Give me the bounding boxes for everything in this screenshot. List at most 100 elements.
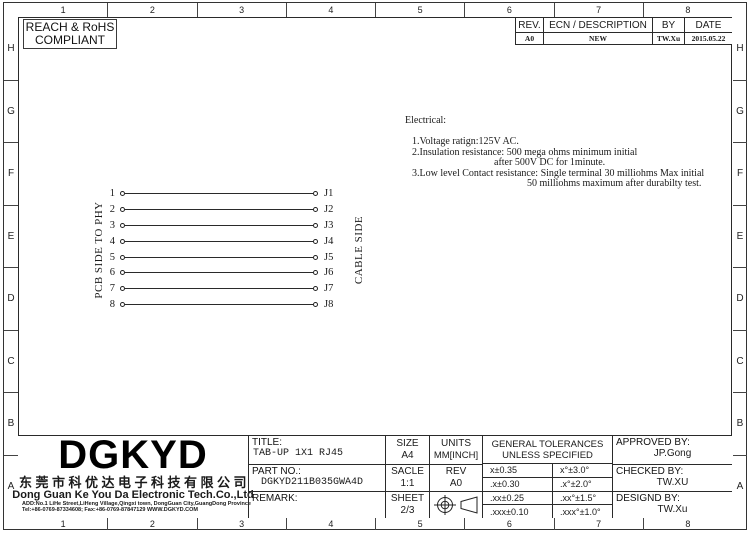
note-line: 1.Voltage ratign:125V AC. xyxy=(412,136,519,147)
connector-label: J6 xyxy=(324,266,334,278)
title-column: TITLE: TAB-UP 1X1 RJ45 PART NO.: DGKYD21… xyxy=(248,436,385,518)
solder-point-icon xyxy=(313,238,318,244)
zone-label: 7 xyxy=(555,3,644,17)
pin-number: 6 xyxy=(109,266,115,278)
third-angle-projection-icon xyxy=(430,492,482,518)
zone-label: 3 xyxy=(198,518,287,530)
company-name-cn: 东莞市科优达电子科技有限公司 xyxy=(19,475,251,490)
note-line: 3.Low level Contact resistance: Single t… xyxy=(412,167,705,179)
zone-label: F xyxy=(733,143,747,206)
wiring-row: 3 J3 xyxy=(100,219,334,231)
tolerance-row: .x±0.30 .x°±2.0° xyxy=(483,476,612,491)
date-header-cell: DATE xyxy=(695,19,722,31)
pin-number: 5 xyxy=(109,251,115,263)
solder-point-icon xyxy=(120,254,125,260)
connector-label: J1 xyxy=(324,187,334,199)
remark-label: REMARK: xyxy=(252,493,298,504)
tolerance-angular: .xx°±1.5° xyxy=(552,491,612,505)
zone-label: G xyxy=(733,81,747,143)
sheet-label: SHEET xyxy=(390,493,425,504)
tolerance-linear: .xxx±0.10 xyxy=(490,506,529,517)
tolerance-row: x±0.35 x°±3.0° xyxy=(483,463,612,477)
wire-line xyxy=(125,287,313,289)
revision-table-row: A0 NEW TW.Xu 2015.05.22 xyxy=(516,33,732,44)
solder-point-icon xyxy=(120,269,125,275)
tolerance-header-line2: UNLESS SPECIFIED xyxy=(502,449,593,461)
solder-point-icon xyxy=(120,285,125,291)
checked-by-label: CHECKED BY: xyxy=(616,466,684,477)
wire-line xyxy=(125,303,313,305)
size-label: SIZE xyxy=(396,438,419,449)
company-address: ADD:No.1 LiHe Street,LiHeng Village,Qing… xyxy=(22,501,251,507)
wiring-row: 7 J7 xyxy=(100,282,334,294)
date-value: 2015.05.22 xyxy=(691,34,726,43)
border-top-band: 1 2 3 4 5 6 7 8 xyxy=(19,3,732,17)
zone-label: 3 xyxy=(198,3,287,17)
connector-label: J7 xyxy=(324,282,334,294)
zone-label: 5 xyxy=(376,518,466,530)
checked-by-name: TW.XU xyxy=(656,477,689,488)
solder-point-icon xyxy=(120,238,125,244)
zone-label: 4 xyxy=(287,518,376,530)
zone-label: 8 xyxy=(685,519,691,529)
size-column: SIZE A4 SACLE 1:1 SHEET 2/3 xyxy=(385,436,429,518)
compliance-line1: REACH & RoHS xyxy=(25,19,115,34)
note-line: 50 milliohms maximum after durabilty tes… xyxy=(527,178,702,189)
wiring-row: 8 J8 xyxy=(100,298,334,310)
tolerance-angular: .xxx°±1.0° xyxy=(552,505,612,518)
solder-point-icon xyxy=(313,269,318,275)
scale-label: SACLE xyxy=(391,466,424,477)
border-right-band: H G F E D C B A xyxy=(733,18,747,517)
solder-point-icon xyxy=(313,206,318,212)
border-bottom-band: 1 2 3 4 5 6 7 8 xyxy=(19,518,732,530)
wiring-row: 2 J2 xyxy=(100,203,334,215)
zone-label: C xyxy=(733,331,747,393)
tolerance-table: GENERAL TOLERANCES UNLESS SPECIFIED x±0.… xyxy=(482,436,612,518)
sheet-value: 2/3 xyxy=(400,505,415,516)
pin-number: 1 xyxy=(109,187,115,199)
units-column: UNITS MM[INCH] REV A0 xyxy=(429,436,482,518)
zone-label: 8 xyxy=(685,5,691,15)
zone-label: E xyxy=(4,206,18,268)
tolerance-linear: .x±0.30 xyxy=(490,479,520,490)
compliance-box: REACH & RoHS COMPLIANT xyxy=(23,19,117,49)
zone-label: C xyxy=(4,331,18,393)
by-value: TW.Xu xyxy=(653,33,685,44)
connector-label: J2 xyxy=(324,203,334,215)
zone-label: 7 xyxy=(555,518,644,530)
pin-number: 2 xyxy=(109,203,115,215)
wire-line xyxy=(125,240,313,242)
wiring-row: 6 J6 xyxy=(100,266,334,278)
zone-label: 2 xyxy=(108,518,198,530)
units-value: MM[INCH] xyxy=(433,450,479,461)
zone-label: G xyxy=(4,81,18,143)
solder-point-icon xyxy=(120,206,125,212)
connector-label: J8 xyxy=(324,298,334,310)
approved-by-label: APPROVED BY: xyxy=(616,437,690,448)
title-label: TITLE: xyxy=(252,437,283,448)
rev-header-cell: REV. xyxy=(516,18,544,32)
ecn-value: NEW xyxy=(544,33,653,44)
wiring-row: 1 J1 xyxy=(100,187,334,199)
tolerance-linear: .xx±0.25 xyxy=(490,492,524,503)
approved-by-name: JP.Gong xyxy=(653,448,692,459)
solder-point-icon xyxy=(120,190,125,196)
zone-label: 4 xyxy=(287,3,376,17)
zone-label: 1 xyxy=(19,3,109,17)
zone-label: E xyxy=(733,206,747,268)
company-cell: DGKYD 东莞市科优达电子科技有限公司 Dong Guan Ke You Da… xyxy=(12,433,253,518)
tolerance-linear: x±0.35 xyxy=(490,465,517,476)
zone-label: F xyxy=(4,143,18,206)
part-no-label: PART NO.: xyxy=(252,466,301,477)
wiring-row: 4 J4 xyxy=(100,235,334,247)
company-logo: DGKYD xyxy=(58,433,208,477)
by-header-cell: BY xyxy=(653,18,685,32)
revision-table-header: REV. ECN / DESCRIPTION BY DATE xyxy=(516,18,732,33)
approval-column: APPROVED BY: JP.Gong CHECKED BY: TW.XU D… xyxy=(612,436,732,518)
wire-line xyxy=(125,224,313,226)
solder-point-icon xyxy=(313,254,318,260)
border-left-band: H G F E D C B A xyxy=(4,18,18,517)
solder-point-icon xyxy=(120,222,125,228)
company-name-en: Dong Guan Ke You Da Electronic Tech.Co.,… xyxy=(12,489,254,501)
